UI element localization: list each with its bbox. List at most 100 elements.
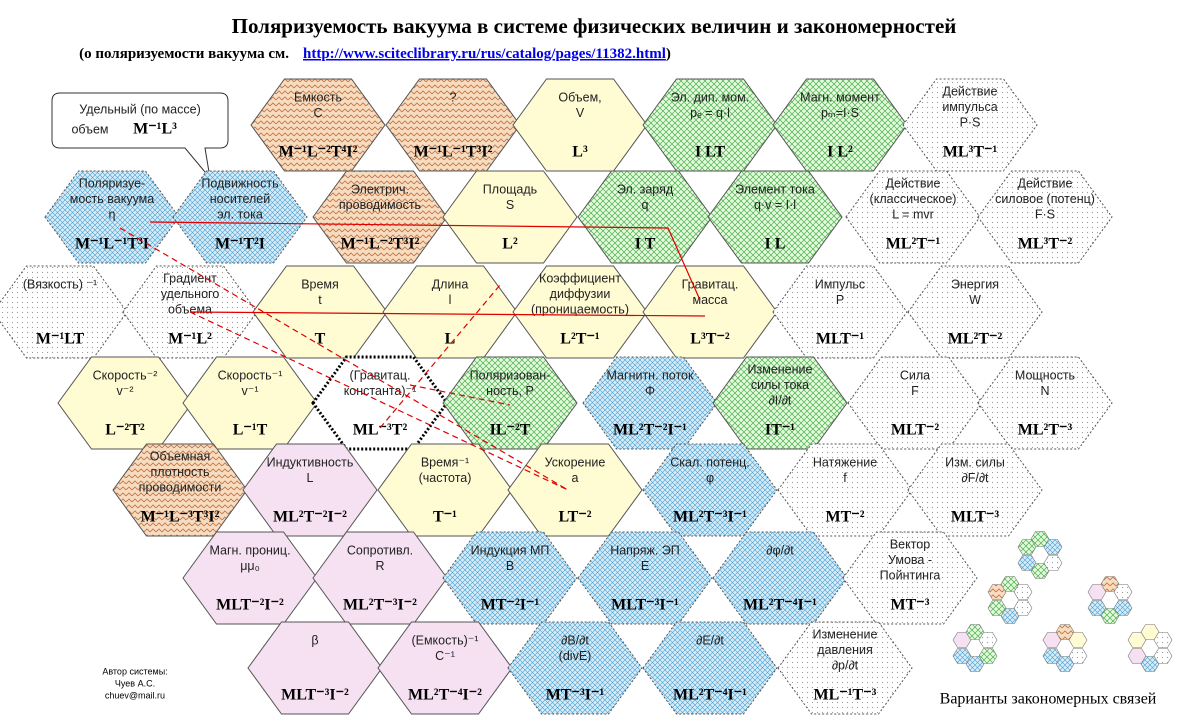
hex-label: Импульс bbox=[815, 277, 865, 291]
hex-dimension: MT⁻²I⁻¹ bbox=[481, 597, 540, 614]
hex-dimension: L³T⁻² bbox=[690, 331, 730, 348]
hex-label: a bbox=[572, 471, 579, 485]
hexagon bbox=[577, 531, 713, 625]
hex-label: R bbox=[375, 559, 384, 573]
mini-hex bbox=[1068, 648, 1088, 664]
hex-label: V bbox=[576, 106, 585, 120]
hex-label: L bbox=[307, 471, 314, 485]
mini-hex bbox=[1055, 624, 1075, 640]
mini-hex bbox=[965, 656, 985, 672]
hex-dimension: M⁻¹T²I bbox=[215, 236, 265, 253]
hex-label: L = mvr bbox=[892, 207, 934, 221]
callout-line: объем bbox=[71, 122, 108, 136]
hex-label: проводимости bbox=[139, 480, 222, 494]
subtitle: (о поляризуемости вакуума см. http://www.… bbox=[79, 46, 671, 62]
hex-label: Скал. потенц. bbox=[670, 455, 749, 469]
hex-dimension: MLT⁻³ bbox=[951, 509, 999, 526]
hex-dimension: MT⁻³I⁻¹ bbox=[546, 687, 605, 704]
hex-dimension: MT⁻³ bbox=[890, 597, 929, 614]
mini-hex bbox=[1017, 539, 1037, 555]
hex-label: ∂φ/∂t bbox=[766, 543, 794, 557]
hexagon bbox=[777, 621, 913, 715]
hexagon bbox=[977, 170, 1113, 264]
mini-hex bbox=[1017, 555, 1037, 571]
hex-dimension: ML²T⁻¹ bbox=[886, 236, 941, 253]
hex-dimension: ML²T⁻⁴I⁻² bbox=[408, 687, 482, 704]
hex-dimension: ML³T⁻¹ bbox=[943, 144, 998, 161]
hex-dimension: LT⁻² bbox=[558, 509, 591, 526]
hex-label: φ bbox=[706, 471, 714, 485]
hex-label: v⁻¹ bbox=[241, 384, 258, 398]
hex-label: Эл. дип. мом. bbox=[671, 90, 749, 104]
hex-label: ∂I/∂t bbox=[769, 393, 792, 407]
hex-label: ∂B/∂t bbox=[561, 633, 589, 647]
hex-label: ∂F/∂t bbox=[962, 471, 989, 485]
hex-label: pₘ=I·S bbox=[821, 106, 859, 120]
hex-dimension: IT⁻¹ bbox=[765, 422, 795, 439]
hex-dimension: IL⁻²T bbox=[490, 422, 531, 439]
hex-label: Изм. силы bbox=[945, 455, 1005, 469]
mini-hex bbox=[1043, 555, 1063, 571]
hex-label: Φ bbox=[645, 384, 655, 398]
mini-hex bbox=[1043, 539, 1063, 555]
hex-label: силовое (потенц) bbox=[995, 192, 1095, 206]
hex-label: Магн. момент bbox=[800, 90, 880, 104]
hex-label: ∂p/∂t bbox=[832, 658, 859, 672]
hex-label: P·S bbox=[960, 115, 981, 129]
hex-label: Сила bbox=[900, 368, 930, 382]
mini-hex bbox=[952, 648, 972, 664]
mini-hex bbox=[1000, 608, 1020, 624]
hex-label: Изменение bbox=[813, 627, 878, 641]
hex-label: Коэффициент bbox=[539, 271, 621, 285]
title: Поляризуемость вакуума в системе физичес… bbox=[232, 14, 957, 38]
hex-label: pₑ = q·l bbox=[690, 106, 730, 120]
mini-hex bbox=[1100, 576, 1120, 592]
hex-label: Действие bbox=[943, 84, 998, 98]
hex-label: Натяжение bbox=[813, 455, 877, 469]
hex-label: η bbox=[109, 207, 116, 221]
hex-dimension: MLT⁻³I⁻² bbox=[281, 687, 349, 704]
hex-label: Умова - bbox=[888, 553, 932, 567]
relation-line bbox=[379, 284, 501, 429]
hex-label: Индукция МП bbox=[471, 543, 550, 557]
mini-hex bbox=[1068, 632, 1088, 648]
hex-dimension: L²T⁻¹ bbox=[560, 331, 600, 348]
author-line: chuev@mail.ru bbox=[105, 690, 165, 700]
hex-label: q bbox=[642, 198, 649, 212]
hex-label: t bbox=[318, 293, 322, 307]
hex-label: Изменение bbox=[748, 362, 813, 376]
relation-line bbox=[189, 311, 706, 317]
mini-hex bbox=[1042, 648, 1062, 664]
hex-label: объема bbox=[168, 302, 212, 316]
hex-label: S bbox=[506, 198, 514, 212]
hex-label: ? bbox=[450, 90, 457, 104]
hex-dimension: L⁻²T² bbox=[105, 422, 145, 439]
hexagon bbox=[442, 170, 578, 264]
hex-label: Действие bbox=[886, 176, 941, 190]
link[interactable]: http://www.sciteclibrary.ru/rus/catalog/… bbox=[303, 46, 666, 62]
hex-label: Энергия bbox=[951, 277, 999, 291]
hex-label: Подвижность bbox=[201, 176, 278, 190]
hexagon bbox=[707, 170, 843, 264]
hex-label: проводимость bbox=[339, 198, 421, 212]
hex-label: Эл. заряд bbox=[617, 182, 674, 196]
hexagon bbox=[172, 170, 308, 264]
hex-label: B bbox=[506, 559, 514, 573]
mini-hex bbox=[1153, 648, 1173, 664]
hex-dimension: MLT⁻¹ bbox=[816, 331, 864, 348]
hex-dimension: T bbox=[315, 331, 326, 348]
mini-hex bbox=[1140, 656, 1160, 672]
hex-label: μμ₀ bbox=[240, 559, 260, 573]
mini-hex bbox=[1127, 648, 1147, 664]
variants-legend bbox=[952, 531, 1173, 672]
hex-label: импульса bbox=[942, 100, 997, 114]
hex-label: Мощность bbox=[1015, 368, 1075, 382]
mini-hex bbox=[1140, 624, 1160, 640]
callout-dim: M⁻¹L³ bbox=[133, 121, 177, 138]
hex-label: W bbox=[969, 293, 981, 307]
hex-dimension: MT⁻² bbox=[825, 509, 864, 526]
hex-label: β bbox=[311, 633, 318, 647]
hex-label: (частота) bbox=[419, 471, 472, 485]
hex-label: масса bbox=[693, 293, 728, 307]
